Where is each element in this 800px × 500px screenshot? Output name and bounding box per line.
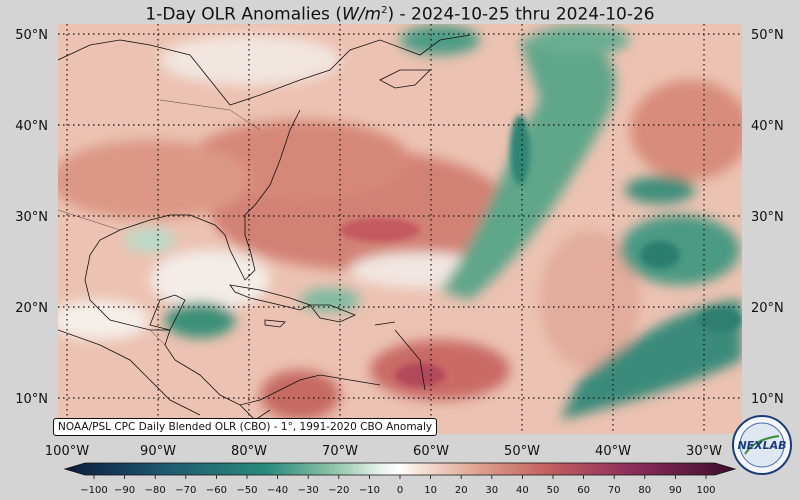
lon-label: 80°W	[231, 444, 267, 459]
lat-label: 30°N	[751, 210, 784, 225]
colorbar-tick-label: −50	[236, 485, 257, 496]
colorbar-tick-label: −80	[145, 485, 166, 496]
coastlines	[58, 34, 471, 421]
lon-label: 70°W	[322, 444, 358, 459]
colorbar-tick-label: 90	[669, 485, 682, 496]
lat-label: 40°N	[15, 119, 48, 134]
lat-label: 30°N	[15, 210, 48, 225]
colorbar-tick-label: −100	[80, 485, 107, 496]
colorbar-tick-label: 100	[696, 485, 715, 496]
anomaly-shading	[58, 25, 742, 420]
colorbar-tick-label: 80	[638, 485, 651, 496]
nexlab-logo: NEXLAB	[732, 415, 792, 475]
colorbar-tick-label: 60	[577, 485, 590, 496]
lon-label: 30°W	[686, 444, 722, 459]
lat-label: 50°N	[751, 28, 784, 43]
lon-label: 50°W	[504, 444, 540, 459]
colorbar-tick-label: 10	[424, 485, 437, 496]
lat-labels-left: 50°N 40°N 30°N 20°N 10°N	[15, 28, 48, 407]
lat-label: 50°N	[15, 28, 48, 43]
lon-label: 100°W	[45, 444, 89, 459]
lat-label: 20°N	[751, 301, 784, 316]
borders	[58, 99, 261, 346]
anomaly-field	[58, 24, 742, 434]
colorbar-tick-label: −30	[298, 485, 319, 496]
colorbar: −100 −90 −80 −70 −60 −50 −40 −30 −20 −10 0 10 20 30 40…	[63, 462, 737, 496]
colorbar-tick-label: 40	[516, 485, 529, 496]
lat-label: 20°N	[15, 301, 48, 316]
lon-label: 60°W	[413, 444, 449, 459]
colorbar-tick-label: −10	[359, 485, 380, 496]
lat-labels-right: 50°N 40°N 30°N 20°N 10°N	[751, 28, 784, 407]
gridlines	[58, 24, 742, 434]
colorbar-tick-label: −60	[206, 485, 227, 496]
colorbar-tick-label: 70	[608, 485, 621, 496]
colorbar-tick-label: 20	[455, 485, 468, 496]
lon-label: 90°W	[140, 444, 176, 459]
colorbar-tick-label: −20	[328, 485, 349, 496]
colorbar-ticks: −100 −90 −80 −70 −60 −50 −40 −30 −20 −10 0 10 20 30 40…	[80, 475, 716, 496]
colorbar-tick-label: −70	[175, 485, 196, 496]
colorbar-tick-label: 0	[397, 485, 403, 496]
colorbar-tick-label: 50	[547, 485, 560, 496]
lon-labels: 100°W 90°W 80°W 70°W 60°W 50°W 40°W 30°W	[45, 444, 722, 459]
lon-label: 40°W	[595, 444, 631, 459]
data-credit: NOAA/PSL CPC Daily Blended OLR (CBO) - 1…	[53, 418, 438, 436]
lat-label: 10°N	[15, 392, 48, 407]
lat-label: 10°N	[751, 392, 784, 407]
colorbar-tick-label: 30	[485, 485, 498, 496]
lat-label: 40°N	[751, 119, 784, 134]
svg-text:NEXLAB: NEXLAB	[737, 439, 786, 452]
anomaly-detail	[340, 115, 742, 387]
map-title: 1-Day OLR Anomalies (W/m2) - 2024-10-25 …	[145, 4, 655, 25]
colorbar-tick-label: −90	[114, 485, 135, 496]
colorbar-tick-label: −40	[267, 485, 288, 496]
